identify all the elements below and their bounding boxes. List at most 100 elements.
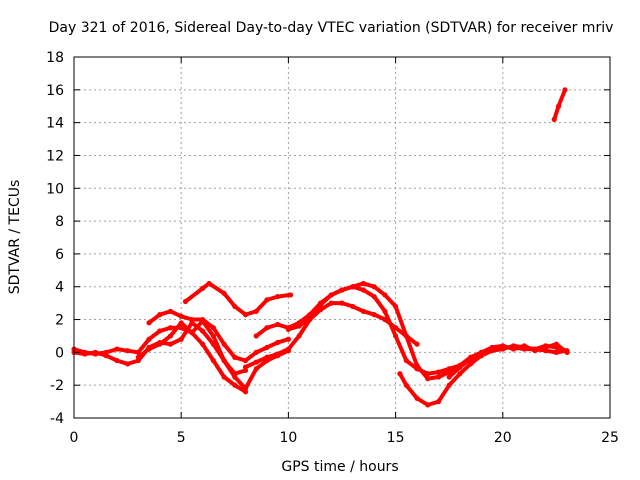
x-tick-label: 20 <box>494 430 512 446</box>
data-point <box>264 354 270 360</box>
data-point <box>489 344 495 351</box>
data-point <box>242 312 249 318</box>
data-point <box>425 376 431 382</box>
data-point <box>232 382 238 388</box>
data-point <box>446 374 452 380</box>
plot-series <box>71 87 570 408</box>
y-tick-label: 14 <box>46 116 64 132</box>
data-point <box>328 300 334 306</box>
data-point <box>562 87 568 93</box>
data-point <box>264 344 270 351</box>
data-point <box>221 341 227 347</box>
data-point <box>200 285 206 291</box>
data-point <box>253 333 259 339</box>
data-point <box>146 320 152 326</box>
y-tick-label: 6 <box>55 247 64 263</box>
data-point <box>135 349 141 355</box>
data-point <box>275 293 281 300</box>
data-point <box>253 366 259 372</box>
data-point <box>285 346 291 352</box>
data-point <box>360 308 367 314</box>
data-point <box>275 351 281 357</box>
data-point <box>103 353 109 359</box>
data-point <box>82 351 88 357</box>
data-point <box>253 349 259 355</box>
data-point <box>339 287 345 293</box>
data-point <box>221 357 227 364</box>
y-tick-label: 8 <box>55 214 64 230</box>
data-point <box>189 316 195 323</box>
data-point <box>232 374 238 380</box>
data-point <box>296 323 302 329</box>
data-point <box>178 313 184 319</box>
data-point <box>178 320 184 326</box>
y-tick-label: 16 <box>46 83 64 99</box>
data-point <box>182 298 189 305</box>
data-point <box>264 297 270 303</box>
data-point <box>435 369 442 375</box>
data-point <box>167 308 174 314</box>
data-point <box>125 348 131 354</box>
y-axis-label: SDTVAR / TECUs <box>7 180 23 295</box>
data-point <box>360 287 367 293</box>
series-line <box>183 281 293 317</box>
grid-lines <box>74 57 610 418</box>
y-axis-ticks: -4 -2 0 2 4 6 8 10 12 14 16 18 <box>46 50 610 427</box>
y-tick-label: 12 <box>46 148 64 164</box>
data-point <box>403 382 409 388</box>
data-point <box>393 303 399 310</box>
data-point <box>468 361 474 367</box>
data-point <box>425 402 431 408</box>
data-point <box>287 292 294 298</box>
data-point <box>210 333 216 339</box>
data-point <box>114 346 120 352</box>
data-point <box>457 371 463 377</box>
data-point <box>232 354 238 360</box>
data-point <box>403 357 409 364</box>
data-point <box>510 346 517 352</box>
data-point <box>242 364 249 370</box>
data-point <box>157 312 163 318</box>
data-point <box>397 371 403 377</box>
data-point <box>317 302 324 308</box>
data-point <box>210 325 216 331</box>
data-point <box>382 316 388 323</box>
data-point <box>125 361 131 367</box>
data-point <box>350 284 356 290</box>
data-point <box>146 336 152 342</box>
y-tick-label: -4 <box>50 411 64 427</box>
data-point <box>532 348 538 354</box>
data-point <box>360 280 367 287</box>
data-point <box>551 116 557 122</box>
data-point <box>339 300 345 306</box>
y-tick-label: -2 <box>50 378 64 394</box>
data-point <box>414 341 420 347</box>
y-tick-label: 18 <box>46 50 64 66</box>
y-tick-label: 0 <box>55 345 64 361</box>
data-point <box>553 341 560 347</box>
data-point <box>200 328 206 334</box>
data-point <box>146 346 152 352</box>
series-line <box>286 281 570 381</box>
x-axis-label: GPS time / hours <box>281 459 398 475</box>
data-point <box>157 328 163 334</box>
data-point <box>178 336 184 342</box>
data-point <box>414 395 420 401</box>
x-tick-label: 15 <box>387 430 405 446</box>
data-point <box>135 354 141 360</box>
data-point <box>371 284 377 290</box>
data-point <box>285 326 291 332</box>
data-point <box>285 336 291 342</box>
data-point <box>350 303 356 310</box>
data-point <box>393 333 399 339</box>
plot-frame <box>73 56 611 419</box>
data-point <box>221 290 227 296</box>
data-point <box>253 359 259 365</box>
data-point <box>307 315 313 321</box>
data-point <box>275 321 281 328</box>
series-line <box>243 301 419 370</box>
data-point <box>200 316 206 323</box>
data-point <box>200 341 206 347</box>
data-point <box>210 357 216 364</box>
